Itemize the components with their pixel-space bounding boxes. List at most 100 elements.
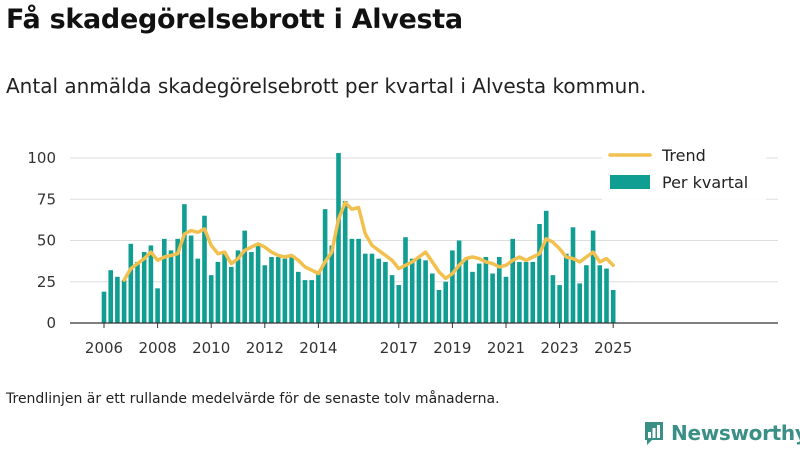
bar bbox=[296, 271, 301, 323]
x-tick-label: 2021 bbox=[487, 339, 525, 357]
bar bbox=[363, 253, 368, 323]
bar bbox=[570, 227, 576, 323]
bar bbox=[396, 285, 402, 323]
bar bbox=[342, 200, 348, 323]
bar bbox=[584, 265, 589, 323]
bar bbox=[262, 265, 268, 323]
bar bbox=[115, 276, 120, 323]
bar bbox=[476, 263, 482, 323]
bar bbox=[195, 258, 201, 323]
bar bbox=[135, 261, 140, 323]
bar bbox=[456, 240, 462, 323]
bar bbox=[543, 210, 549, 323]
bar bbox=[128, 243, 134, 323]
bar bbox=[490, 273, 495, 323]
bar bbox=[436, 290, 442, 323]
bar bbox=[597, 265, 603, 323]
bar bbox=[282, 258, 288, 323]
bar bbox=[222, 252, 227, 323]
bar bbox=[564, 253, 569, 323]
bar bbox=[470, 271, 475, 323]
y-tick-label: 0 bbox=[46, 314, 56, 332]
bar bbox=[503, 276, 509, 323]
bar bbox=[557, 285, 562, 323]
bar bbox=[208, 275, 214, 323]
bar bbox=[423, 260, 428, 323]
y-tick-label: 75 bbox=[37, 190, 56, 208]
brand-name: Newsworthy bbox=[671, 421, 800, 445]
bar bbox=[430, 273, 435, 323]
bar bbox=[510, 238, 515, 323]
bar bbox=[443, 281, 448, 323]
legend-label-trend: Trend bbox=[661, 146, 706, 165]
bar bbox=[108, 270, 113, 323]
x-tick-label: 2017 bbox=[380, 339, 418, 357]
bar bbox=[369, 253, 375, 323]
legend-bar-swatch bbox=[610, 175, 650, 189]
bar bbox=[604, 268, 609, 323]
bar bbox=[188, 235, 194, 323]
bar bbox=[202, 215, 207, 323]
bar bbox=[316, 271, 321, 323]
bar bbox=[376, 258, 381, 323]
bar bbox=[242, 230, 247, 323]
bar bbox=[356, 238, 361, 323]
x-tick-label: 2012 bbox=[246, 339, 284, 357]
bar bbox=[235, 250, 241, 323]
x-tick-label: 2019 bbox=[433, 339, 471, 357]
bar bbox=[497, 257, 502, 323]
bar bbox=[162, 238, 167, 323]
bar bbox=[101, 291, 107, 323]
bar bbox=[590, 230, 596, 323]
bar bbox=[289, 257, 294, 323]
bar bbox=[168, 250, 174, 323]
chart-plot: 0 25 50 75 100 2006 2008 2010 2012 2014 2017 2019 20… bbox=[27, 145, 778, 357]
bar bbox=[463, 258, 469, 323]
bar bbox=[322, 209, 328, 323]
bar bbox=[255, 245, 261, 323]
bar bbox=[483, 257, 489, 323]
y-tick-label: 50 bbox=[37, 232, 56, 250]
y-tick-label: 25 bbox=[37, 273, 56, 291]
bar bbox=[416, 258, 422, 323]
x-tick-label: 2014 bbox=[299, 339, 337, 357]
x-tick-label: 2023 bbox=[541, 339, 579, 357]
bar bbox=[175, 238, 180, 323]
bar bbox=[329, 245, 335, 323]
bar bbox=[349, 238, 355, 323]
bar bbox=[403, 237, 408, 323]
bar bbox=[409, 258, 415, 323]
bar bbox=[517, 261, 522, 323]
bar bbox=[537, 224, 542, 323]
bar bbox=[249, 252, 254, 323]
legend-label-per-kvartal: Per kvartal bbox=[662, 173, 748, 192]
bar bbox=[269, 257, 274, 323]
bar bbox=[182, 204, 187, 323]
bar bbox=[309, 280, 314, 323]
chart-subtitle: Antal anmälda skadegörelsebrott per kvar… bbox=[6, 74, 647, 98]
bar bbox=[141, 252, 147, 323]
bar bbox=[229, 266, 234, 323]
bar bbox=[215, 261, 221, 323]
bar bbox=[121, 280, 127, 323]
bar bbox=[550, 275, 556, 323]
chart-title: Få skadegörelsebrott i Alvesta bbox=[6, 4, 463, 35]
bar bbox=[610, 290, 616, 323]
brand-logo[interactable]: Newsworthy bbox=[643, 420, 800, 446]
bar bbox=[450, 250, 455, 323]
bar bbox=[275, 257, 281, 323]
footnote: Trendlinjen är ett rullande medelvärde f… bbox=[6, 391, 500, 407]
bar bbox=[155, 288, 160, 323]
bar bbox=[530, 261, 536, 323]
y-tick-label: 100 bbox=[27, 149, 56, 167]
x-tick-label: 2006 bbox=[85, 339, 123, 357]
trend-line bbox=[122, 200, 615, 282]
bar bbox=[577, 283, 582, 323]
x-tick-label: 2010 bbox=[192, 339, 230, 357]
bar bbox=[523, 261, 529, 323]
bar bbox=[383, 261, 388, 323]
bar bbox=[302, 280, 308, 323]
bar bbox=[389, 275, 395, 323]
x-tick-label: 2025 bbox=[594, 339, 632, 357]
x-tick-label: 2008 bbox=[139, 339, 177, 357]
